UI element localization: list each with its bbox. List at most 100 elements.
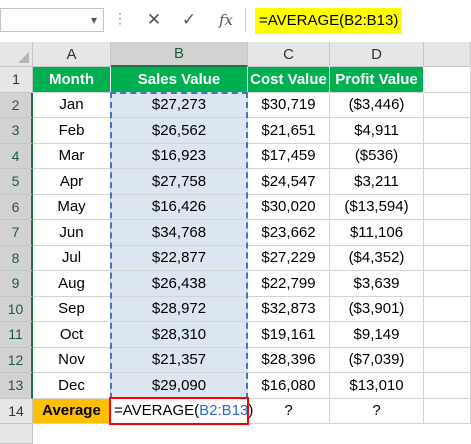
table-cell[interactable]: Jun (33, 220, 111, 246)
table-cell[interactable]: Apr (33, 169, 111, 195)
row-header-12[interactable]: 12 (0, 347, 33, 373)
table-cell[interactable]: ($13,594) (330, 194, 424, 220)
table-cell[interactable]: $32,873 (248, 296, 330, 322)
table-cell[interactable]: $30,020 (248, 194, 330, 220)
table-cell[interactable]: $26,562 (111, 118, 248, 144)
more-options-icon[interactable]: ⋮ (113, 10, 127, 26)
table-cell[interactable]: $16,426 (111, 194, 248, 220)
table-cell[interactable]: ($3,446) (330, 92, 424, 118)
formula-bar: ▾ ⋮ ✕ ✓ fx =AVERAGE(B2:B13) (0, 0, 471, 43)
table-cell[interactable]: Sep (33, 296, 111, 322)
empty-cell[interactable] (424, 220, 471, 246)
row-header-11[interactable]: 11 (0, 322, 33, 348)
average-label-cell[interactable]: Average (33, 398, 111, 424)
empty-cell[interactable] (424, 118, 471, 144)
empty-cell[interactable] (424, 398, 471, 424)
column-header-c[interactable]: C (248, 42, 330, 67)
table-cell[interactable]: Aug (33, 271, 111, 297)
row-header-8[interactable]: 8 (0, 245, 33, 271)
table-cell[interactable]: $24,547 (248, 169, 330, 195)
column-header-d[interactable]: D (330, 42, 424, 67)
cancel-icon[interactable]: ✕ (146, 10, 162, 29)
table-cell[interactable]: Nov (33, 347, 111, 373)
table-cell[interactable]: $29,090 (111, 373, 248, 399)
table-cell[interactable]: Jul (33, 245, 111, 271)
row-header-15[interactable] (0, 424, 33, 444)
table-cell[interactable]: $16,923 (111, 143, 248, 169)
row-header-14[interactable]: 14 (0, 398, 33, 424)
table-cell[interactable]: May (33, 194, 111, 220)
average-profit-cell[interactable]: ? (330, 398, 424, 424)
column-header-blank (424, 42, 471, 67)
enter-icon[interactable]: ✓ (181, 10, 197, 29)
table-header-cell[interactable]: Profit Value (330, 67, 424, 93)
row-header-6[interactable]: 6 (0, 194, 33, 220)
table-cell[interactable]: $13,010 (330, 373, 424, 399)
table-cell[interactable]: $27,758 (111, 169, 248, 195)
name-box[interactable]: ▾ (0, 8, 104, 32)
table-header-cell[interactable]: Sales Value (111, 67, 248, 93)
table-cell[interactable]: $21,651 (248, 118, 330, 144)
row-header-3[interactable]: 3 (0, 118, 33, 144)
table-cell[interactable]: $22,877 (111, 245, 248, 271)
table-cell[interactable]: ($7,039) (330, 347, 424, 373)
table-cell[interactable]: Jan (33, 92, 111, 118)
table-cell[interactable]: $19,161 (248, 322, 330, 348)
table-cell[interactable]: $4,911 (330, 118, 424, 144)
column-header-a[interactable]: A (33, 42, 111, 67)
insert-function-icon[interactable]: fx (218, 11, 233, 29)
table-cell[interactable]: ($4,352) (330, 245, 424, 271)
row-header-13[interactable]: 13 (0, 373, 33, 399)
name-box-dropdown-icon[interactable]: ▾ (90, 13, 97, 27)
empty-cell[interactable] (424, 245, 471, 271)
table-cell[interactable]: $27,273 (111, 92, 248, 118)
table-cell[interactable]: $28,396 (248, 347, 330, 373)
empty-cell[interactable] (424, 347, 471, 373)
select-all-corner[interactable] (0, 42, 33, 67)
table-cell[interactable]: Mar (33, 143, 111, 169)
empty-cell[interactable] (424, 67, 471, 93)
table-cell[interactable]: $28,310 (111, 322, 248, 348)
empty-cell[interactable] (424, 373, 471, 399)
table-cell[interactable]: $16,080 (248, 373, 330, 399)
empty-cell[interactable] (424, 92, 471, 118)
table-cell[interactable]: $17,459 (248, 143, 330, 169)
table-cell[interactable]: $11,106 (330, 220, 424, 246)
table-cell[interactable]: $28,972 (111, 296, 248, 322)
table-header-cell[interactable]: Cost Value (248, 67, 330, 93)
table-cell[interactable]: $22,799 (248, 271, 330, 297)
empty-cell[interactable] (424, 322, 471, 348)
table-cell[interactable]: $9,149 (330, 322, 424, 348)
row-header-2[interactable]: 2 (0, 92, 33, 118)
table-cell[interactable]: $34,768 (111, 220, 248, 246)
average-formula-cell[interactable]: =AVERAGE(B2:B13) (111, 398, 253, 424)
table-cell[interactable]: $3,639 (330, 271, 424, 297)
table-cell[interactable]: Feb (33, 118, 111, 144)
table-cell[interactable]: ($3,901) (330, 296, 424, 322)
table-cell[interactable]: Oct (33, 322, 111, 348)
table-cell[interactable]: Dec (33, 373, 111, 399)
table-cell[interactable]: $27,229 (248, 245, 330, 271)
empty-cell[interactable] (424, 143, 471, 169)
row-header-5[interactable]: 5 (0, 169, 33, 195)
table-cell[interactable]: $3,211 (330, 169, 424, 195)
table-cell[interactable]: $26,438 (111, 271, 248, 297)
row-header-4[interactable]: 4 (0, 143, 33, 169)
row-header-10[interactable]: 10 (0, 296, 33, 322)
formula-bar-divider (245, 8, 246, 32)
table-cell[interactable]: $30,719 (248, 92, 330, 118)
row-header-7[interactable]: 7 (0, 220, 33, 246)
empty-cell[interactable] (424, 271, 471, 297)
table-cell[interactable]: $21,357 (111, 347, 248, 373)
empty-cell[interactable] (424, 194, 471, 220)
average-cost-cell[interactable]: ? (248, 398, 330, 424)
table-header-cell[interactable]: Month (33, 67, 111, 93)
row-header-9[interactable]: 9 (0, 271, 33, 297)
table-cell[interactable]: ($536) (330, 143, 424, 169)
empty-cell[interactable] (424, 169, 471, 195)
formula-input[interactable]: =AVERAGE(B2:B13) (255, 8, 403, 34)
row-header-1[interactable]: 1 (0, 67, 33, 93)
empty-cell[interactable] (424, 296, 471, 322)
column-header-b[interactable]: B (111, 42, 248, 67)
table-cell[interactable]: $23,662 (248, 220, 330, 246)
